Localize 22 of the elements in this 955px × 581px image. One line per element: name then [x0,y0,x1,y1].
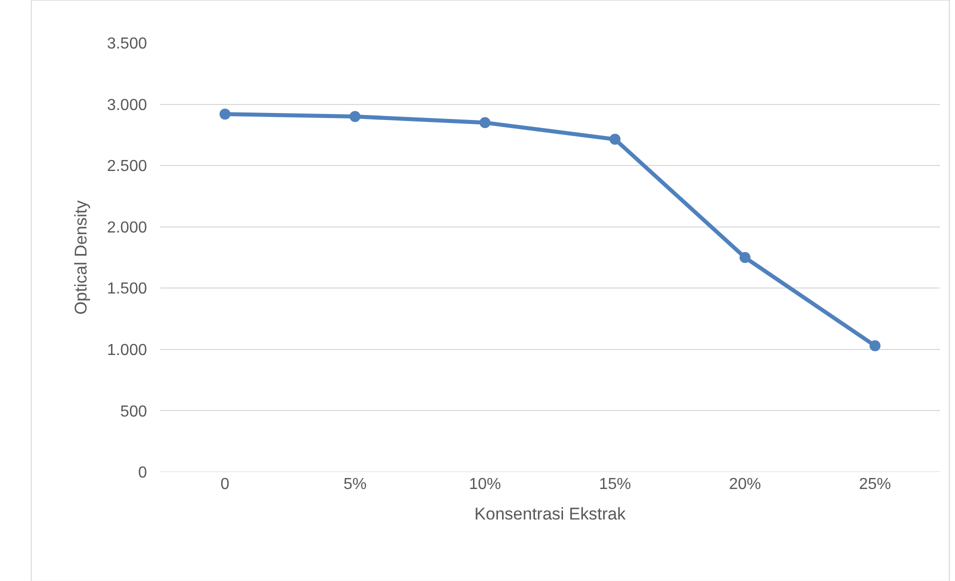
y-tick-label: 2.000 [106,219,148,236]
y-tick-label: 0 [138,464,148,482]
y-tick-label: 2.500 [106,158,148,176]
x-tick-label: 0 [220,476,230,493]
y-tick-label: 1.500 [106,280,148,298]
y-tick-label: 500 [120,403,148,420]
point [220,108,230,120]
point [870,340,880,352]
point [480,117,490,128]
y-tick-label: 3.000 [106,96,148,114]
x-tick-label: 15% [598,476,632,493]
point [610,134,620,145]
y-tick-label: 3.500 [106,36,148,53]
point [350,111,360,122]
x-tick-label: 10% [468,476,502,493]
y-axis-title: Optical Density [72,200,91,315]
x-tick-label: 5% [343,476,367,493]
x-tick-label: 20% [728,476,762,493]
y-tick-label: 1.000 [106,342,148,360]
point [740,252,750,263]
x-axis-title: Konsentrasi Ekstrak [474,504,626,524]
x-tick-label: 25% [858,476,892,493]
